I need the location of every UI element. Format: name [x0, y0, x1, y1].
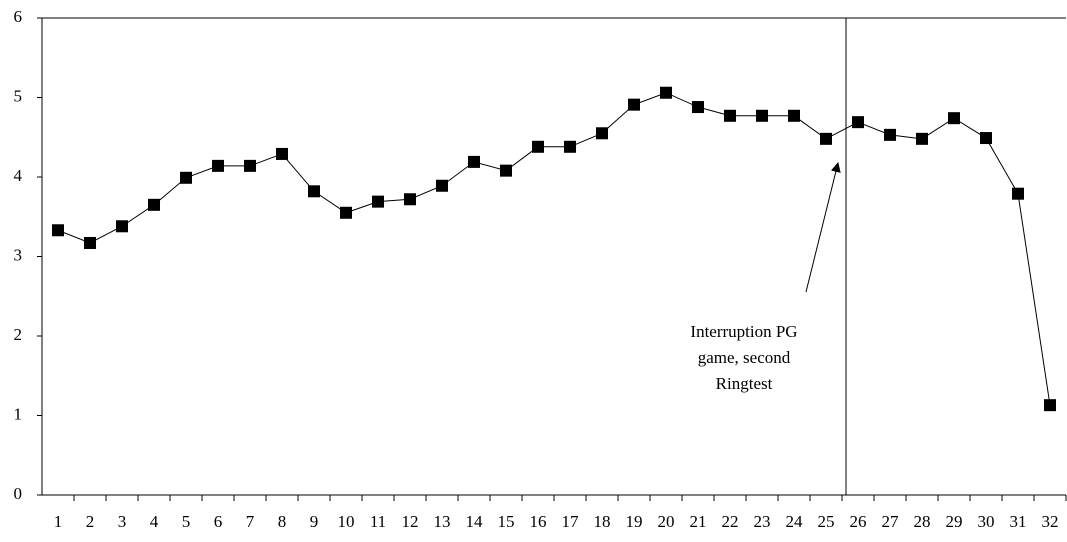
point-marker	[84, 236, 96, 249]
annotation: Interruption PG	[690, 322, 797, 341]
point-marker	[244, 159, 256, 172]
x-tick-label: 25	[818, 512, 835, 531]
y-tick-label: 2	[14, 325, 23, 344]
x-tick-label: 23	[754, 512, 771, 531]
x-tick-label: 14	[466, 512, 484, 531]
x-tick-label: 1	[54, 512, 63, 531]
x-tick-label: 15	[498, 512, 515, 531]
x-tick-label: 16	[530, 512, 547, 531]
x-tick-label: 24	[786, 512, 804, 531]
point-marker	[532, 140, 544, 153]
annotation: Ringtest	[716, 374, 773, 393]
x-tick-label: 27	[882, 512, 900, 531]
x-tick-label: 6	[214, 512, 223, 531]
x-tick-label: 11	[370, 512, 386, 531]
series-line	[57, 92, 1051, 406]
point-marker	[500, 164, 512, 177]
point-marker	[468, 155, 480, 168]
point-marker	[212, 159, 224, 172]
annotation-arrow	[805, 162, 841, 293]
x-tick-label: 19	[626, 512, 643, 531]
x-tick-label: 17	[562, 512, 580, 531]
x-tick-label: 9	[310, 512, 319, 531]
point-marker	[52, 224, 64, 237]
x-tick-label: 2	[86, 512, 95, 531]
point-marker	[724, 109, 736, 122]
y-tick-label: 0	[14, 484, 23, 503]
point-marker	[660, 86, 672, 99]
point-marker	[436, 179, 448, 192]
point-marker	[1012, 187, 1024, 200]
point-marker	[116, 220, 128, 233]
point-marker	[308, 185, 320, 198]
x-tick-label: 12	[402, 512, 419, 531]
point-marker	[788, 109, 800, 122]
point-marker	[340, 206, 352, 219]
y-tick-label: 4	[14, 166, 23, 185]
point-marker	[692, 101, 704, 114]
point-marker	[820, 132, 832, 145]
x-tick-label: 3	[118, 512, 127, 531]
x-tick-label: 30	[978, 512, 995, 531]
x-tick-label: 20	[658, 512, 675, 531]
point-marker	[1044, 399, 1056, 412]
x-tick-label: 26	[850, 512, 867, 531]
point-marker	[276, 147, 288, 160]
x-tick-label: 31	[1010, 512, 1027, 531]
point-marker	[404, 193, 416, 206]
x-tick-label: 10	[338, 512, 355, 531]
y-tick-label: 5	[14, 86, 23, 105]
point-marker	[180, 171, 192, 184]
point-marker	[628, 98, 640, 111]
x-tick-label: 22	[722, 512, 739, 531]
point-marker	[916, 132, 928, 145]
x-tick-label: 32	[1042, 512, 1059, 531]
x-tick-label: 28	[914, 512, 931, 531]
x-tick-label: 5	[182, 512, 191, 531]
x-tick-label: 18	[594, 512, 611, 531]
point-marker	[596, 127, 608, 140]
annotation: game, second	[698, 348, 791, 367]
x-tick-label: 8	[278, 512, 287, 531]
x-tick-label: 13	[434, 512, 451, 531]
x-tick-label: 21	[690, 512, 707, 531]
point-marker	[884, 128, 896, 141]
x-tick-label: 4	[150, 512, 159, 531]
x-tick-label: 7	[246, 512, 255, 531]
point-marker	[564, 140, 576, 153]
y-tick-label: 1	[14, 404, 23, 423]
y-tick-label: 3	[14, 245, 23, 264]
point-marker	[852, 116, 864, 129]
x-tick-label: 29	[946, 512, 963, 531]
point-marker	[756, 109, 768, 122]
point-marker	[148, 198, 160, 211]
point-marker	[372, 195, 384, 208]
point-marker	[948, 112, 960, 125]
y-tick-label: 6	[14, 7, 23, 26]
point-marker	[980, 132, 992, 145]
